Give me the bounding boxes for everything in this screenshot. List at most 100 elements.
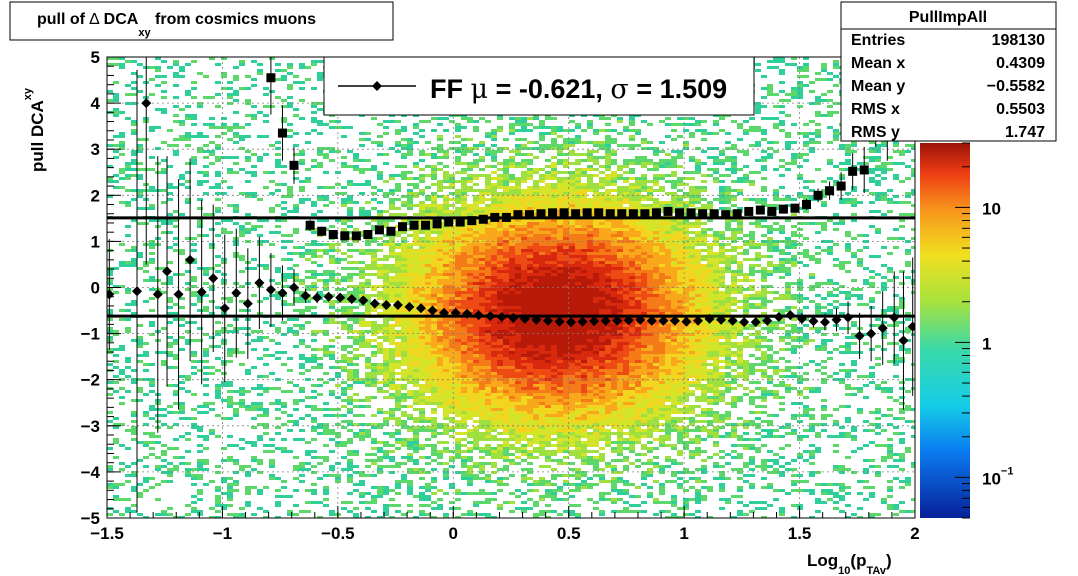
- heatmap-cell: [461, 330, 467, 333]
- heatmap-cell: [527, 357, 533, 360]
- heatmap-cell: [203, 459, 209, 462]
- heatmap-cell: [521, 447, 527, 450]
- heatmap-cell: [503, 441, 509, 444]
- heatmap-cell: [395, 342, 401, 345]
- heatmap-cell: [527, 117, 533, 120]
- heatmap-cell: [413, 261, 419, 264]
- heatmap-cell: [437, 450, 443, 453]
- heatmap-cell: [143, 456, 149, 459]
- heatmap-cell: [509, 354, 515, 357]
- heatmap-cell: [545, 429, 551, 432]
- heatmap-cell: [515, 207, 521, 210]
- heatmap-cell: [317, 384, 323, 387]
- heatmap-cell: [215, 345, 221, 348]
- heatmap-cell: [395, 183, 401, 186]
- heatmap-cell: [473, 339, 479, 342]
- heatmap-cell: [371, 426, 377, 429]
- heatmap-cell: [371, 219, 377, 222]
- heatmap-cell: [425, 258, 431, 261]
- heatmap-cell: [497, 291, 503, 294]
- heatmap-cell: [539, 339, 545, 342]
- heatmap-cell: [533, 324, 539, 327]
- heatmap-cell: [227, 231, 233, 234]
- heatmap-cell: [197, 327, 203, 330]
- heatmap-cell: [389, 288, 395, 291]
- heatmap-cell: [257, 387, 263, 390]
- heatmap-cell: [521, 453, 527, 456]
- heatmap-cell: [515, 318, 521, 321]
- heatmap-cell: [245, 156, 251, 159]
- heatmap-cell: [311, 408, 317, 411]
- heatmap-cell: [479, 438, 485, 441]
- heatmap-cell: [407, 324, 413, 327]
- heatmap-cell: [431, 366, 437, 369]
- heatmap-cell: [545, 279, 551, 282]
- heatmap-cell: [485, 234, 491, 237]
- heatmap-cell: [293, 309, 299, 312]
- heatmap-cell: [257, 198, 263, 201]
- heatmap-cell: [419, 513, 425, 516]
- heatmap-cell: [509, 444, 515, 447]
- heatmap-cell: [383, 486, 389, 489]
- heatmap-cell: [425, 204, 431, 207]
- heatmap-cell: [347, 345, 353, 348]
- heatmap-cell: [401, 279, 407, 282]
- heatmap-cell: [473, 438, 479, 441]
- heatmap-cell: [161, 111, 167, 114]
- heatmap-cell: [503, 501, 509, 504]
- heatmap-cell: [317, 162, 323, 165]
- heatmap-cell: [539, 246, 545, 249]
- heatmap-cell: [485, 318, 491, 321]
- heatmap-cell: [383, 507, 389, 510]
- heatmap-cell: [203, 366, 209, 369]
- heatmap-cell: [503, 297, 509, 300]
- heatmap-cell: [371, 294, 377, 297]
- heatmap-cell: [377, 411, 383, 414]
- heatmap-cell: [263, 219, 269, 222]
- heatmap-cell: [317, 255, 323, 258]
- heatmap-cell: [491, 438, 497, 441]
- heatmap-cell: [257, 462, 263, 465]
- heatmap-cell: [527, 372, 533, 375]
- heatmap-cell: [503, 381, 509, 384]
- heatmap-cell: [515, 438, 521, 441]
- heatmap-cell: [449, 258, 455, 261]
- heatmap-cell: [299, 150, 305, 153]
- heatmap-cell: [179, 336, 185, 339]
- heatmap-cell: [113, 99, 119, 102]
- heatmap-cell: [533, 249, 539, 252]
- heatmap-cell: [473, 249, 479, 252]
- heatmap-cell: [419, 342, 425, 345]
- heatmap-cell: [431, 384, 437, 387]
- heatmap-cell: [461, 267, 467, 270]
- heatmap-cell: [503, 147, 509, 150]
- heatmap-cell: [299, 153, 305, 156]
- heatmap-cell: [227, 444, 233, 447]
- heatmap-cell: [545, 195, 551, 198]
- heatmap-cell: [533, 372, 539, 375]
- heatmap-cell: [197, 369, 203, 372]
- heatmap-cell: [383, 309, 389, 312]
- heatmap-cell: [245, 504, 251, 507]
- heatmap-cell: [425, 288, 431, 291]
- heatmap-cell: [401, 276, 407, 279]
- heatmap-cell: [419, 312, 425, 315]
- heatmap-cell: [527, 384, 533, 387]
- heatmap-cell: [515, 285, 521, 288]
- heatmap-cell: [407, 483, 413, 486]
- heatmap-cell: [305, 510, 311, 513]
- heatmap-cell: [503, 306, 509, 309]
- heatmap-cell: [497, 504, 503, 507]
- heatmap-cell: [425, 195, 431, 198]
- heatmap-cell: [119, 309, 125, 312]
- heatmap-cell: [149, 384, 155, 387]
- heatmap-cell: [503, 408, 509, 411]
- heatmap-cell: [413, 177, 419, 180]
- heatmap-cell: [467, 207, 473, 210]
- heatmap-cell: [359, 423, 365, 426]
- heatmap-cell: [461, 195, 467, 198]
- heatmap-cell: [449, 507, 455, 510]
- heatmap-cell: [503, 192, 509, 195]
- heatmap-cell: [533, 378, 539, 381]
- heatmap-cell: [221, 57, 227, 60]
